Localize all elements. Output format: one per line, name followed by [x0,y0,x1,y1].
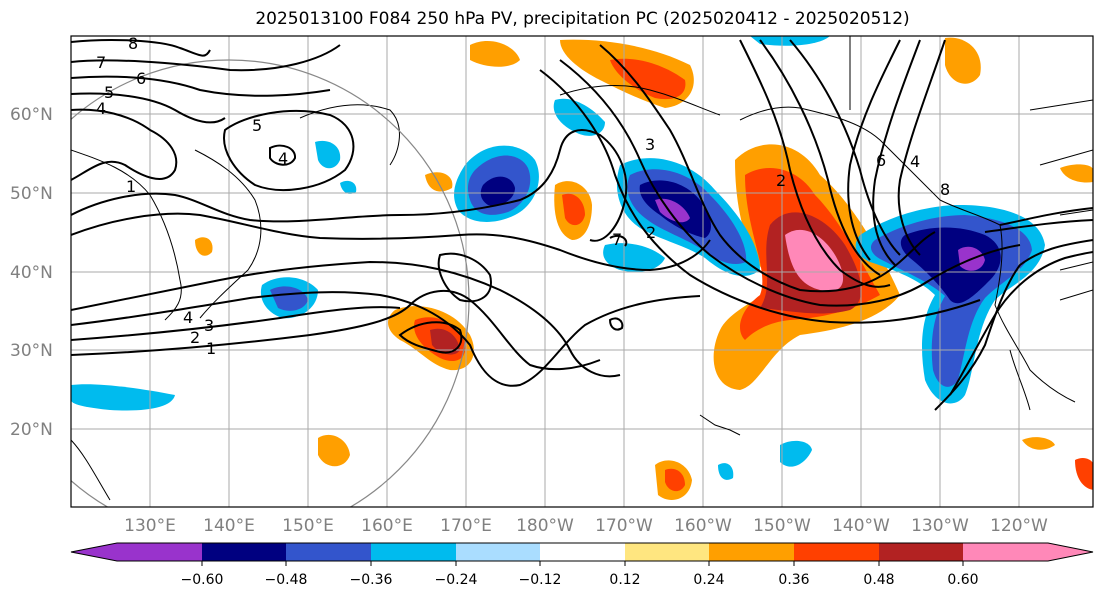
precip-blob-positive [195,237,213,256]
longitude-labels: 130°E 140°E 150°E 160°E 170°E 180°W 170°… [124,516,1048,536]
precip-blob-negative [315,140,341,169]
pv-contour-labels: 8 7 6 5 4 5 4 1 1 2 3 4 2 3 6 4 8 2 7 [96,34,950,358]
colorbar-tick-label: 0.24 [693,572,724,588]
precip-blob-negative [780,440,812,467]
latitude-labels: 60°N 50°N 40°N 30°N 20°N [10,105,53,440]
contour-label: 7 [96,53,106,72]
lon-label: 140°E [203,516,255,536]
lon-label: 180°W [516,516,574,536]
colorbar-extend-min [71,543,117,561]
precip-blob-positive [1075,458,1093,490]
lon-label: 150°W [753,516,811,536]
colorbar-tick-label: 0.60 [947,572,978,588]
precip-blob-positive [1022,437,1055,450]
contour-label: 2 [190,328,200,347]
colorbar-segment [117,543,202,561]
contour-label: 7 [612,230,622,249]
precip-blob-negative [480,176,515,206]
lon-label: 160°E [361,516,413,536]
lat-label: 20°N [10,420,53,440]
precip-blob-negative [71,384,175,411]
lat-label: 30°N [10,341,53,361]
colorbar-outline [70,542,1094,562]
precip-blob-positive [318,434,350,467]
colorbar-tick-label: 0.48 [863,572,894,588]
precip-blob-positive [430,328,460,355]
coastlines [71,36,1093,501]
contour-label: 5 [252,116,262,135]
precip-blob-positive [470,40,520,67]
contour-label: 6 [876,151,886,170]
map-frame [70,35,1094,508]
map-panel: 8 7 6 5 4 5 4 1 1 2 3 4 2 3 6 4 8 2 7 [71,34,1093,507]
colorbar-segment [286,543,371,561]
map-title: 2025013100 F084 250 hPa PV, precipitatio… [255,9,910,29]
lon-label: 150°E [282,516,334,536]
contour-label: 4 [278,149,288,168]
contour-label: 4 [96,99,106,118]
contour-label: 3 [645,135,655,154]
precip-blob-positive [425,172,453,192]
colorbar-tick-label: 0.36 [778,572,809,588]
graticule [71,36,1093,507]
contour-label: 8 [128,34,138,53]
colorbar-segment [963,543,1048,561]
contour-label: 6 [136,69,146,88]
contour-label: 3 [204,316,214,335]
lat-label: 40°N [10,263,53,283]
precip-blob-negative [900,227,1001,304]
precip-blob-positive [785,229,844,292]
contour-label: 2 [776,171,786,190]
precip-blob-positive [1060,164,1093,183]
contour-label: 8 [940,180,950,199]
contour-label: 5 [104,83,114,102]
lon-label: 170°E [440,516,492,536]
precip-blob-positive [945,37,981,84]
colorbar: −0.60 −0.48 −0.36 −0.24 −0.12 0.12 0.24 … [70,542,1094,588]
lon-label: 130°E [124,516,176,536]
lon-label: 170°W [595,516,653,536]
contour-label: 4 [910,152,920,171]
colorbar-tick-label: −0.24 [435,572,478,588]
contour-label: 1 [206,339,216,358]
contour-label: 2 [646,223,656,242]
lon-label: 140°W [832,516,890,536]
lon-label: 120°W [990,516,1048,536]
colorbar-tick-label: −0.60 [181,572,224,588]
precip-blob-negative [340,180,357,194]
contour-label: 1 [126,177,136,196]
colorbar-tick-label: −0.36 [350,572,393,588]
colorbar-segment [794,543,879,561]
lon-label: 130°W [911,516,969,536]
contour-label: 4 [183,308,193,327]
colorbar-segment [540,543,625,561]
colorbar-tick-label: 0.12 [609,572,640,588]
colorbar-segment [202,543,286,561]
precip-blob-negative [718,463,734,480]
colorbar-segment [709,543,794,561]
colorbar-tick-label: −0.48 [265,572,308,588]
precip-blob-positive [562,193,585,226]
lat-label: 50°N [10,184,53,204]
precip-blob-positive [610,58,686,100]
colorbar-segment [625,543,709,561]
lon-label: 160°W [674,516,732,536]
colorbar-tick-label: −0.12 [519,572,562,588]
colorbar-segment [456,543,540,561]
precip-blob-negative [603,243,665,272]
colorbar-extend-max [1048,543,1093,561]
lat-label: 60°N [10,105,53,125]
colorbar-segment [879,543,963,561]
pv-contours [71,39,1093,411]
precip-blob-positive [665,468,685,492]
colorbar-segment [371,543,456,561]
